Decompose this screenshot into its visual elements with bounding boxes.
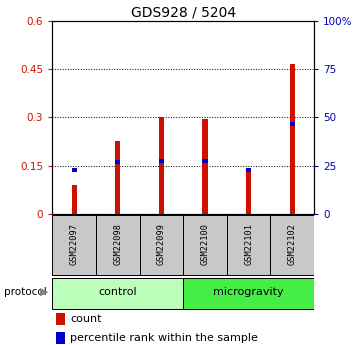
Bar: [71, 168, 77, 172]
Bar: [290, 64, 295, 214]
Text: percentile rank within the sample: percentile rank within the sample: [70, 333, 258, 343]
Bar: [159, 117, 164, 214]
Bar: [203, 119, 208, 214]
Bar: [203, 159, 208, 163]
Text: protocol: protocol: [4, 287, 46, 296]
Text: ▶: ▶: [40, 287, 49, 296]
Bar: [140, 215, 183, 275]
Bar: [290, 122, 295, 126]
Bar: [71, 185, 77, 214]
Text: GSM22100: GSM22100: [200, 223, 209, 265]
Bar: [246, 170, 251, 214]
Bar: [246, 168, 251, 172]
Text: microgravity: microgravity: [213, 287, 284, 296]
Text: GSM22101: GSM22101: [244, 223, 253, 265]
Text: count: count: [70, 314, 102, 324]
Text: GSM22099: GSM22099: [157, 223, 166, 265]
Text: GSM22098: GSM22098: [113, 223, 122, 265]
Bar: [52, 278, 183, 309]
Text: GSM22102: GSM22102: [288, 223, 297, 265]
Bar: [52, 215, 96, 275]
Bar: [115, 160, 121, 164]
Title: GDS928 / 5204: GDS928 / 5204: [131, 6, 236, 20]
Bar: [159, 159, 164, 163]
Bar: [270, 215, 314, 275]
Text: GSM22097: GSM22097: [70, 223, 79, 265]
Bar: [183, 278, 314, 309]
Text: control: control: [99, 287, 137, 296]
Bar: [96, 215, 140, 275]
Bar: [183, 215, 227, 275]
Bar: [227, 215, 270, 275]
Bar: [115, 141, 121, 214]
